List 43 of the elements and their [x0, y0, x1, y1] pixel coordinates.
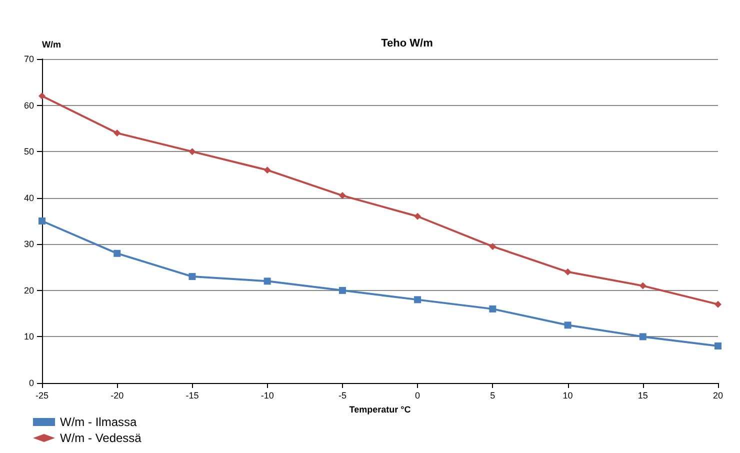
x-axis-title: Temperatur °C: [349, 404, 412, 414]
y-axis-title: W/m: [42, 40, 61, 50]
point: [264, 166, 271, 174]
x-tick-label: -25: [35, 390, 49, 400]
point: [414, 296, 422, 304]
x-tick-label: -20: [110, 390, 124, 400]
point: [564, 322, 572, 329]
point: [38, 218, 46, 224]
y-tick-label: 50: [24, 146, 34, 157]
y-tick-label: 0: [28, 378, 34, 388]
legend-label: W/m - Vedessä: [60, 431, 142, 445]
point: [564, 268, 572, 276]
point: [714, 300, 722, 308]
legend-label: W/m - Ilmassa: [60, 415, 137, 429]
y-tick-label: 20: [24, 285, 34, 296]
x-tick-label: 10: [562, 390, 573, 400]
point: [714, 342, 722, 350]
y-tick-label: 40: [24, 192, 34, 203]
point: [188, 273, 196, 280]
point: [114, 250, 121, 257]
point: [38, 92, 46, 100]
point: [114, 130, 121, 137]
y-tick-label: 30: [24, 239, 34, 250]
x-tick-label: -15: [186, 390, 199, 400]
point: [264, 278, 271, 285]
x-tick-label: -5: [338, 390, 346, 400]
y-tick-label: 70: [24, 54, 34, 64]
point: [414, 212, 422, 220]
x-tick-label: 0: [415, 390, 420, 400]
point: [338, 286, 346, 294]
point: [639, 282, 646, 290]
point: [639, 333, 646, 340]
point: [489, 305, 496, 312]
point: [188, 148, 196, 156]
chart-title: Teho W/m: [381, 38, 434, 50]
point: [489, 242, 496, 250]
y-tick-label: 10: [24, 332, 34, 342]
x-tick-label: 20: [712, 390, 724, 400]
x-tick-label: 15: [638, 390, 648, 400]
point: [338, 192, 346, 200]
x-tick-label: 5: [490, 390, 496, 400]
x-tick-label: -10: [260, 390, 274, 400]
y-tick-label: 60: [24, 100, 34, 110]
